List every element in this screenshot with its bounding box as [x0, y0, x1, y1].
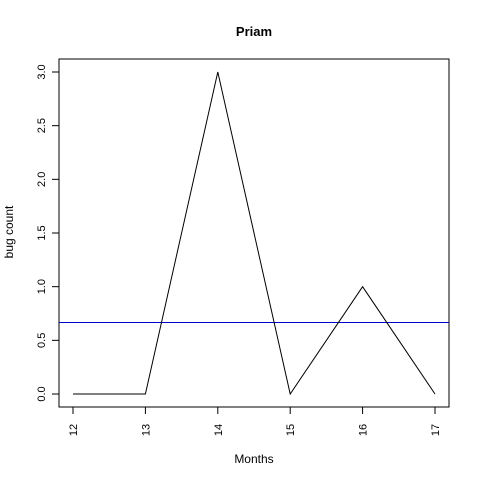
y-tick-label: 1.0	[36, 279, 48, 294]
y-tick-label: 2.5	[36, 118, 48, 133]
x-tick-label: 16	[358, 424, 370, 436]
y-tick-label: 0.0	[36, 386, 48, 401]
x-tick-label: 13	[140, 424, 152, 436]
x-axis-label: Months	[234, 452, 273, 466]
y-axis-label: bug count	[2, 205, 16, 258]
x-tick-label: 15	[285, 424, 297, 436]
x-tick-label: 14	[213, 424, 225, 436]
y-tick-label: 2.0	[36, 172, 48, 187]
y-tick-label: 0.5	[36, 333, 48, 348]
x-tick-label: 12	[68, 424, 80, 436]
x-tick-label: 17	[430, 424, 442, 436]
y-tick-label: 3.0	[36, 64, 48, 79]
y-tick-label: 1.5	[36, 225, 48, 240]
chart-title: Priam	[236, 24, 272, 39]
